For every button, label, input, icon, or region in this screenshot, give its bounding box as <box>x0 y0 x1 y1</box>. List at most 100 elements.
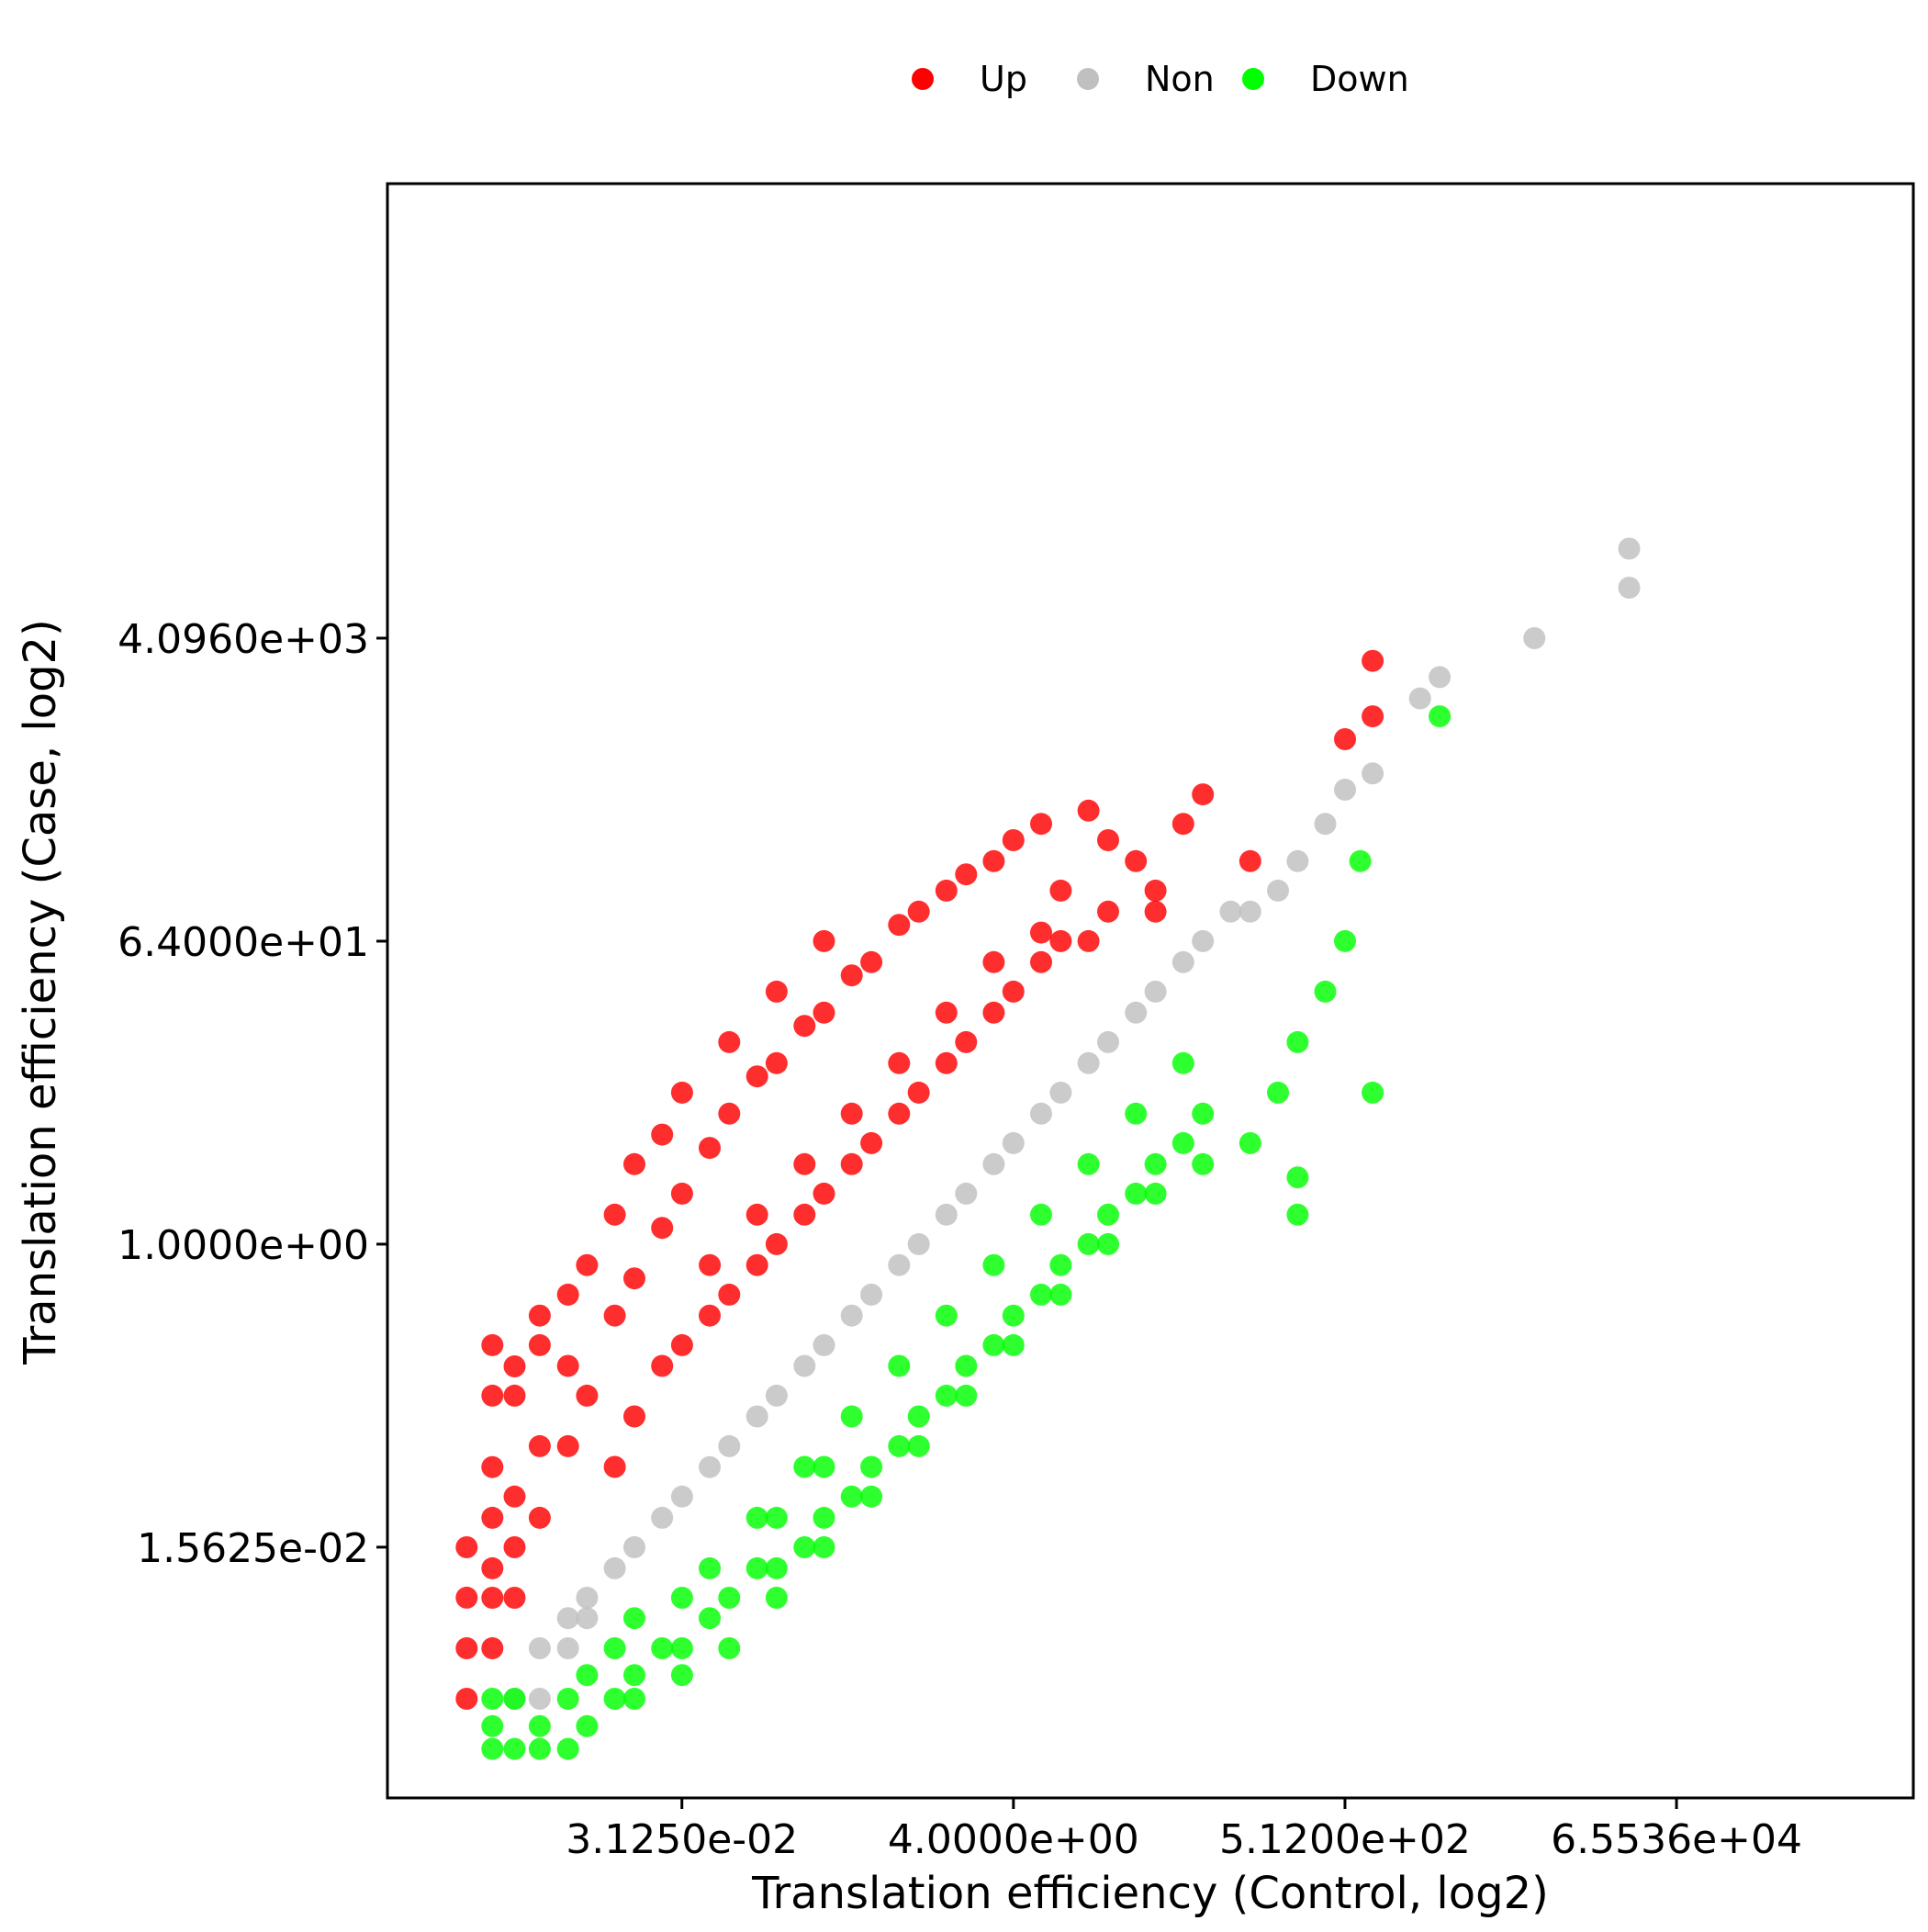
point-non-19 <box>888 1253 911 1276</box>
point-down-63 <box>1144 1182 1167 1205</box>
point-up-78 <box>888 1051 911 1074</box>
point-down-48 <box>1334 929 1356 952</box>
point-down-61 <box>1049 1283 1072 1306</box>
point-non-22 <box>955 1182 978 1205</box>
point-non-29 <box>1125 1001 1148 1024</box>
legend-marker-non <box>1077 68 1099 90</box>
point-up-1 <box>455 1688 478 1710</box>
point-non-20 <box>907 1232 930 1255</box>
point-down-58 <box>907 1434 930 1457</box>
point-down-57 <box>860 1485 883 1508</box>
x-tick-label: 4.0000e+00 <box>888 1816 1139 1863</box>
point-up-76 <box>793 1152 816 1175</box>
point-down-30 <box>935 1384 958 1407</box>
point-non-2 <box>528 1637 551 1659</box>
point-up-29 <box>651 1217 674 1240</box>
point-down-68 <box>840 1405 863 1428</box>
point-up-60 <box>1362 649 1384 672</box>
point-up-25 <box>603 1304 626 1327</box>
legend: Up Non Down <box>912 59 1409 99</box>
point-down-38 <box>1125 1182 1148 1205</box>
point-non-21 <box>935 1203 958 1226</box>
point-up-48 <box>982 849 1005 872</box>
x-tick-label: 3.1250e-02 <box>566 1816 798 1863</box>
point-up-64 <box>718 1283 741 1306</box>
point-up-74 <box>699 1253 722 1276</box>
point-up-14 <box>503 1384 526 1407</box>
point-up-22 <box>556 1283 579 1306</box>
point-down-34 <box>1030 1283 1052 1306</box>
point-down-17 <box>670 1587 693 1609</box>
point-non-1 <box>528 1688 551 1710</box>
point-up-8 <box>481 1455 504 1478</box>
point-down-41 <box>1192 1102 1215 1125</box>
point-down-28 <box>888 1434 911 1457</box>
point-up-59 <box>1334 728 1356 750</box>
point-down-14 <box>623 1607 645 1630</box>
point-non-16 <box>813 1333 835 1356</box>
point-up-77 <box>840 1102 863 1125</box>
point-down-59 <box>955 1384 978 1407</box>
point-non-14 <box>765 1384 788 1407</box>
point-non-10 <box>670 1485 693 1508</box>
point-up-54 <box>1125 849 1148 872</box>
point-up-84 <box>699 1304 721 1327</box>
point-non-7 <box>603 1556 626 1579</box>
point-up-81 <box>1030 921 1052 944</box>
point-up-32 <box>670 1081 693 1104</box>
plot-frame <box>386 182 1915 1800</box>
point-down-31 <box>955 1354 978 1377</box>
point-up-90 <box>982 1001 1005 1024</box>
point-down-75 <box>1171 1051 1194 1074</box>
point-down-16 <box>670 1637 693 1659</box>
point-down-9 <box>576 1714 599 1737</box>
point-up-92 <box>1077 929 1100 952</box>
point-down-29 <box>907 1405 930 1428</box>
y-tick-label: 1.0000e+00 <box>118 1222 369 1269</box>
point-up-73 <box>1144 900 1167 923</box>
point-non-3 <box>556 1637 579 1659</box>
point-up-37 <box>765 1051 788 1074</box>
point-non-39 <box>1362 762 1384 785</box>
point-up-33 <box>699 1137 721 1160</box>
point-down-26 <box>840 1485 863 1508</box>
point-non-31 <box>1171 950 1194 973</box>
point-up-43 <box>860 950 883 973</box>
point-up-63 <box>670 1333 693 1356</box>
point-down-7 <box>556 1737 579 1760</box>
point-non-28 <box>1097 1030 1119 1053</box>
y-axis-ticks: 1.5625e-02 1.0000e+00 6.4000e+01 4.0960e+03 <box>118 616 387 1572</box>
legend-label-non: Non <box>1145 59 1215 99</box>
point-down-20 <box>745 1556 768 1579</box>
point-down-33 <box>1002 1304 1025 1327</box>
point-up-23 <box>576 1384 599 1407</box>
point-down-10 <box>576 1664 599 1687</box>
point-up-72 <box>1097 900 1119 923</box>
point-down-39 <box>1144 1152 1167 1175</box>
point-up-86 <box>793 1203 816 1226</box>
point-non-23 <box>982 1152 1005 1175</box>
point-non-40 <box>1408 687 1431 710</box>
point-down-0 <box>481 1737 504 1760</box>
point-down-3 <box>503 1737 526 1760</box>
point-up-27 <box>623 1267 645 1290</box>
point-up-83 <box>651 1354 674 1377</box>
point-non-25 <box>1030 1102 1052 1125</box>
point-down-12 <box>603 1637 626 1659</box>
point-non-24 <box>1002 1131 1025 1154</box>
point-down-49 <box>1362 1081 1384 1104</box>
point-down-73 <box>1077 1152 1100 1175</box>
point-non-4 <box>556 1607 579 1630</box>
point-down-40 <box>1171 1131 1194 1154</box>
series-up <box>455 649 1384 1710</box>
point-up-68 <box>907 1081 930 1104</box>
point-up-4 <box>481 1637 504 1659</box>
point-down-23 <box>793 1536 816 1558</box>
point-non-30 <box>1144 980 1167 1003</box>
point-up-9 <box>481 1384 504 1407</box>
series-down <box>481 705 1452 1760</box>
point-up-58 <box>1239 849 1261 872</box>
point-up-51 <box>1077 799 1100 822</box>
point-non-26 <box>1049 1081 1072 1104</box>
